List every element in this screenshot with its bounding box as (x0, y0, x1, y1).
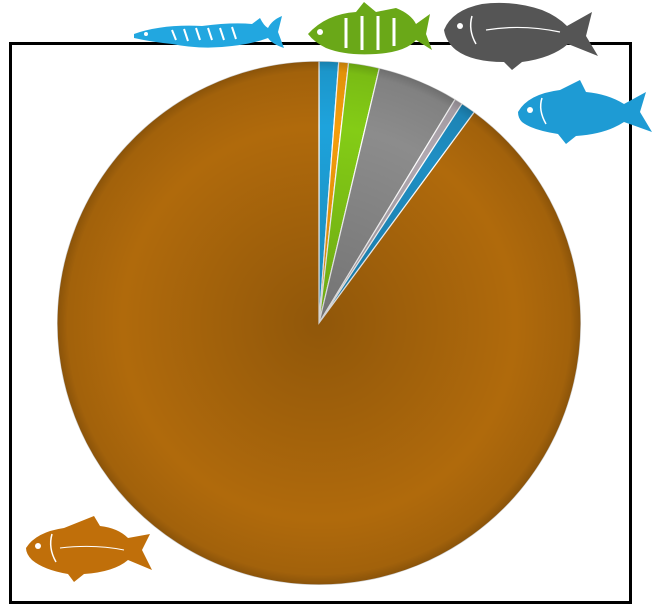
bream-fish-icon (444, 2, 598, 71)
pike-fish-icon (134, 16, 284, 48)
perch-fish-icon (308, 2, 432, 55)
roach-fish-icon (518, 80, 652, 144)
common-bream-fish-icon (26, 516, 152, 582)
pie-slices (56, 60, 582, 586)
pie-slice-7 (56, 60, 582, 586)
